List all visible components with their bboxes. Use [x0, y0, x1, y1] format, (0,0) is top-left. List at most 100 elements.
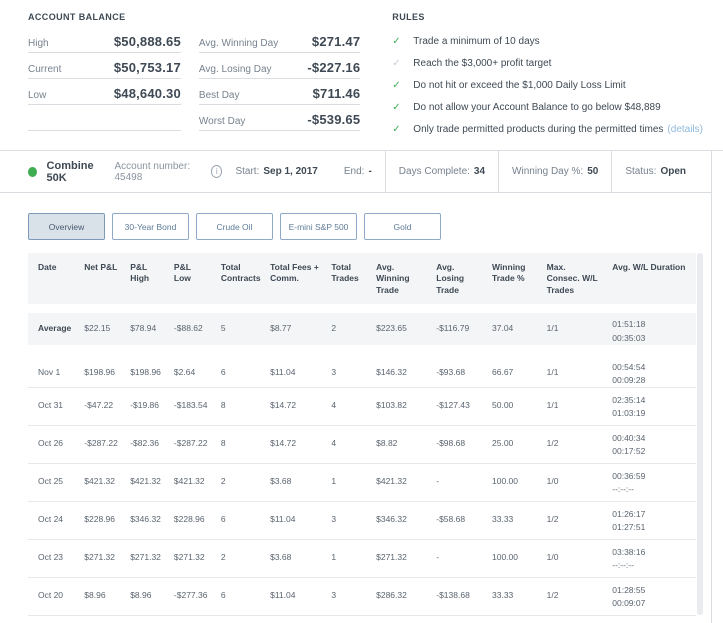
column-header-winning-trade: Winning Trade % [486, 253, 541, 309]
table-cell: $22.15 [78, 309, 124, 350]
tab-30-year-bond[interactable]: 30-Year Bond [112, 213, 189, 240]
table-cell: -$127.43 [430, 388, 486, 426]
rule-text: Reach the $3,000+ profit target [413, 58, 551, 69]
table-cell: 3 [325, 578, 370, 616]
table-cell: 50.00 [486, 388, 541, 426]
table-cell: -$82.36 [124, 426, 168, 464]
table-cell: $11.04 [264, 578, 325, 616]
account-balance-rows: High $50,888.65 Current $50,753.17 Low $… [28, 27, 181, 105]
table-cell: 6 [215, 350, 264, 388]
tab-e-mini-s-p-500[interactable]: E-mini S&P 500 [280, 213, 357, 240]
column-header-avg-winning-trade: Avg. Winning Trade [370, 253, 430, 309]
rule-item: ✓ Do not hit or exceed the $1,000 Daily … [392, 80, 703, 102]
rules-list: ✓ Trade a minimum of 10 days ✓ Reach the… [392, 36, 703, 146]
table-cell: $8.77 [264, 309, 325, 350]
day-stats-rows: Avg. Winning Day $271.47 Avg. Losing Day… [199, 27, 360, 131]
start-date: Start: Sep 1, 2017 [222, 151, 330, 192]
table-cell: $271.32 [78, 540, 124, 578]
table-cell: Oct 26 [28, 426, 78, 464]
duration-line: 00:09:28 [612, 374, 690, 387]
stat-label: Worst Day [199, 116, 246, 127]
table-cell: $3.68 [264, 464, 325, 502]
stat-label: Low [28, 90, 46, 101]
duration-cell: 01:51:1800:35:03 [606, 309, 696, 350]
info-icon[interactable]: i [211, 165, 222, 178]
tab-gold[interactable]: Gold [364, 213, 441, 240]
stat-row: Low $48,640.30 [28, 79, 181, 105]
table-cell: -$116.79 [430, 309, 486, 350]
table-cell: 6 [215, 502, 264, 540]
column-header-avg-w-l-duration: Avg. W/L Duration [606, 253, 696, 309]
table-cell: 66.67 [486, 350, 541, 388]
column-header-max-consec-w-l-trades: Max. Consec. W/L Trades [541, 253, 607, 309]
duration-line: 02:35:14 [612, 394, 690, 407]
column-header-p-l-high: P&L High [124, 253, 168, 309]
tab-crude-oil[interactable]: Crude Oil [196, 213, 273, 240]
table-cell: $11.04 [264, 350, 325, 388]
duration-line: 00:54:54 [612, 361, 690, 374]
table-cell: 25.00 [486, 426, 541, 464]
table-cell: -$93.68 [430, 350, 486, 388]
table-row: Oct 24$228.96$346.32$228.966$11.043$346.… [28, 502, 696, 540]
table-cell: - [430, 540, 486, 578]
account-status-bar: Combine 50K Account number: 45498 i Star… [0, 151, 711, 193]
stat-value: $50,753.17 [114, 60, 181, 75]
table-cell: Oct 23 [28, 540, 78, 578]
duration-line: --:--:-- [612, 559, 690, 572]
status-value: Open [660, 166, 686, 177]
table-cell: $146.32 [370, 350, 430, 388]
table-cell: 100.00 [486, 540, 541, 578]
table-cell: $8.82 [370, 426, 430, 464]
table-cell: 1/1 [541, 388, 607, 426]
days-complete: Days Complete: 34 [386, 151, 498, 192]
duration-line: 00:09:07 [612, 597, 690, 610]
duration-line: 01:03:19 [612, 407, 690, 420]
table-cell: $14.72 [264, 388, 325, 426]
stat-value: $50,888.65 [114, 34, 181, 49]
stat-row-empty [28, 105, 181, 131]
rule-item: ✓ Do not allow your Account Balance to g… [392, 102, 703, 124]
table-cell: $198.96 [124, 350, 168, 388]
table-cell: 100.00 [486, 464, 541, 502]
tab-overview[interactable]: Overview [28, 213, 105, 240]
days-complete-label: Days Complete: [399, 166, 470, 177]
table-cell: $3.68 [264, 540, 325, 578]
table-cell: $228.96 [168, 502, 215, 540]
rules-section: RULES ✓ Trade a minimum of 10 days ✓ Rea… [392, 12, 703, 150]
table-cell: $421.32 [78, 464, 124, 502]
table-cell: 1 [325, 540, 370, 578]
stat-row: Best Day $711.46 [199, 79, 360, 105]
table-cell: Oct 31 [28, 388, 78, 426]
daily-stats-table: DateNet P&LP&L HighP&L LowTotal Contract… [28, 253, 696, 616]
column-header-date: Date [28, 253, 78, 309]
column-header-p-l-low: P&L Low [168, 253, 215, 309]
table-row: Oct 25$421.32$421.32$421.322$3.681$421.3… [28, 464, 696, 502]
column-header-net-p-l: Net P&L [78, 253, 124, 309]
table-cell: $223.65 [370, 309, 430, 350]
column-header-total-contracts: Total Contracts [215, 253, 264, 309]
table-cell: -$88.62 [168, 309, 215, 350]
table-cell: 1/0 [541, 540, 607, 578]
table-cell: -$287.22 [168, 426, 215, 464]
vertical-scrollbar[interactable] [697, 253, 703, 615]
table-cell: $2.64 [168, 350, 215, 388]
table-row: Oct 23$271.32$271.32$271.322$3.681$271.3… [28, 540, 696, 578]
table-cell: Nov 1 [28, 350, 78, 388]
duration-cell: 01:28:5500:09:07 [606, 578, 696, 616]
account-balance-title: ACCOUNT BALANCE [28, 12, 181, 27]
details-link[interactable]: (details) [667, 124, 703, 135]
stat-row: Worst Day -$539.65 [199, 105, 360, 131]
stat-value: -$227.16 [307, 60, 360, 75]
duration-line: --:--:-- [612, 483, 690, 496]
table-cell: 1/1 [541, 309, 607, 350]
column-header-total-trades: Total Trades [325, 253, 370, 309]
table-cell: $286.32 [370, 578, 430, 616]
summary-section: ACCOUNT BALANCE High $50,888.65 Current … [0, 0, 723, 150]
table-body: Average$22.15$78.94-$88.625$8.772$223.65… [28, 309, 696, 616]
checkmark-icon: ✓ [392, 124, 404, 135]
table-cell: -$287.22 [78, 426, 124, 464]
table-cell: 1/1 [541, 350, 607, 388]
checkmark-icon: ✓ [392, 36, 404, 47]
table-cell: 1/2 [541, 502, 607, 540]
table-cell: $421.32 [370, 464, 430, 502]
